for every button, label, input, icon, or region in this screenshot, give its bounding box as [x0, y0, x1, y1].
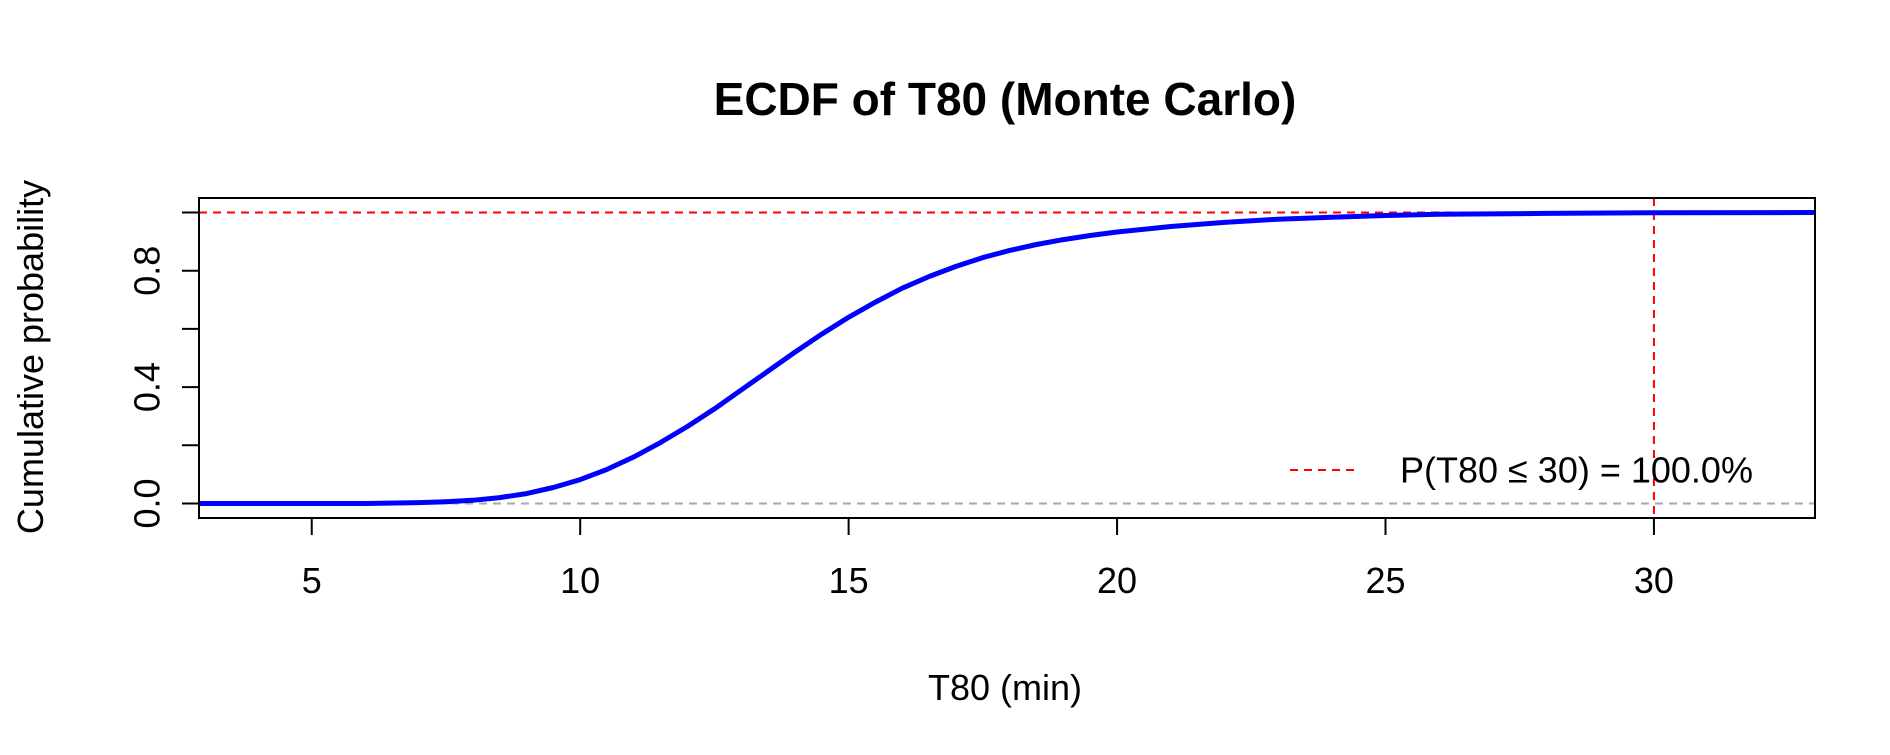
x-tick-label: 30: [1634, 560, 1674, 601]
plot-area: [199, 198, 1815, 518]
ecdf-series-line: [199, 210, 1815, 506]
x-tick-label: 20: [1097, 560, 1137, 601]
y-tick-label: 0.8: [127, 246, 168, 296]
x-tick-label: 10: [560, 560, 600, 601]
y-axis-title: Cumulative probability: [10, 180, 51, 534]
x-tick-label: 25: [1365, 560, 1405, 601]
chart-title: ECDF of T80 (Monte Carlo): [714, 73, 1297, 125]
y-tick-label: 0.4: [127, 362, 168, 412]
legend: P(T80 ≤ 30) = 100.0%: [1290, 450, 1753, 491]
plot-frame: [198, 197, 1816, 519]
x-tick-label: 15: [829, 560, 869, 601]
y-tick-label: 0.0: [127, 478, 168, 528]
x-tick-label: 5: [302, 560, 322, 601]
x-axis-title: T80 (min): [928, 667, 1082, 708]
legend-entry-label: P(T80 ≤ 30) = 100.0%: [1400, 450, 1753, 491]
axes: 5 10 15 20 25 30 0.0 0.4 0.8: [127, 197, 1816, 601]
